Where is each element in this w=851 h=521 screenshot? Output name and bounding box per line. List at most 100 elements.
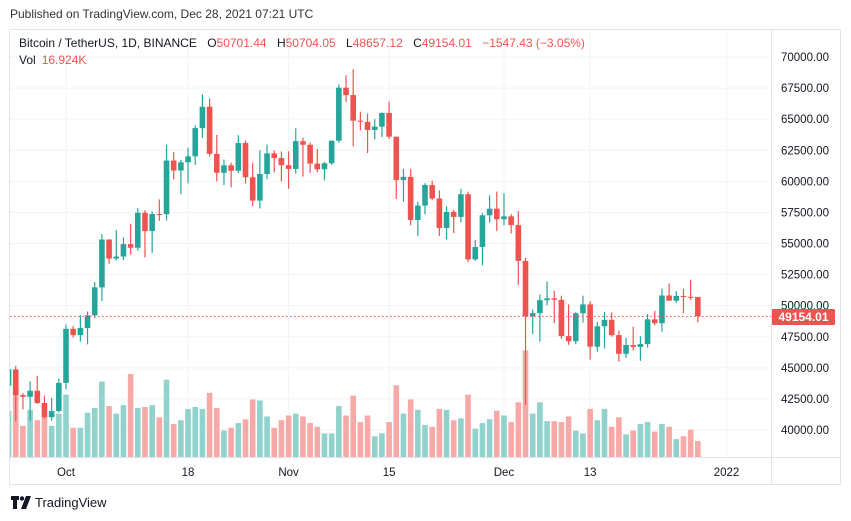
candle-body[interactable]	[242, 143, 249, 178]
candle-body[interactable]	[285, 165, 292, 169]
candle-body[interactable]	[185, 156, 191, 163]
candle-body[interactable]	[551, 298, 558, 300]
candle-body[interactable]	[695, 296, 701, 317]
candle-body[interactable]	[113, 256, 120, 259]
candle-body[interactable]	[407, 176, 414, 221]
volume-label[interactable]: Vol	[19, 53, 36, 67]
candle-body[interactable]	[328, 140, 335, 164]
candle-body[interactable]	[192, 128, 199, 157]
candle-body[interactable]	[515, 225, 522, 261]
candle-body[interactable]	[257, 173, 263, 201]
candle-body[interactable]	[135, 212, 141, 248]
candle-body[interactable]	[6, 369, 12, 386]
candle-body[interactable]	[544, 298, 550, 301]
candle-body[interactable]	[278, 158, 285, 166]
candle-body[interactable]	[70, 328, 76, 336]
candle-body[interactable]	[630, 345, 637, 347]
candle-body[interactable]	[221, 165, 227, 173]
candle-body[interactable]	[580, 304, 586, 314]
candle-body[interactable]	[673, 295, 680, 301]
symbol-title[interactable]: Bitcoin / TetherUS, 1D, BINANCE	[19, 36, 197, 50]
candle-body[interactable]	[443, 211, 450, 228]
candle-body[interactable]	[458, 194, 464, 217]
candle-body[interactable]	[213, 153, 220, 173]
candle-body[interactable]	[163, 160, 170, 215]
candle-body[interactable]	[529, 313, 536, 317]
candle-body[interactable]	[623, 345, 629, 354]
candle-body[interactable]	[271, 153, 278, 159]
candle-body[interactable]	[20, 395, 26, 397]
candle-body[interactable]	[264, 153, 270, 174]
candle-body[interactable]	[77, 328, 84, 336]
candle-body[interactable]	[601, 319, 608, 327]
candle-body[interactable]	[666, 295, 672, 301]
candle-body[interactable]	[472, 246, 479, 260]
candle-body[interactable]	[429, 185, 435, 199]
candle-body[interactable]	[371, 126, 378, 130]
candle-body[interactable]	[637, 344, 644, 347]
candle-body[interactable]	[616, 335, 622, 354]
candle-body[interactable]	[84, 315, 91, 329]
candle-body[interactable]	[142, 212, 148, 232]
candle-body[interactable]	[357, 120, 364, 122]
candle-body[interactable]	[522, 260, 529, 317]
candle-body[interactable]	[587, 304, 593, 347]
candle-body[interactable]	[608, 319, 615, 336]
candle-body[interactable]	[156, 214, 163, 216]
candle-body[interactable]	[379, 112, 385, 127]
candle-body[interactable]	[178, 162, 184, 171]
candle-body[interactable]	[386, 112, 392, 137]
candle-body[interactable]	[687, 296, 694, 298]
candle-body[interactable]	[479, 215, 486, 247]
candle-body[interactable]	[565, 336, 572, 342]
candle-body[interactable]	[494, 208, 500, 220]
candle-body[interactable]	[292, 141, 299, 169]
candle-body[interactable]	[149, 214, 155, 232]
footer-logo[interactable]: TradingView	[11, 495, 107, 510]
candle-body[interactable]	[170, 160, 177, 171]
candle-body[interactable]	[343, 87, 349, 96]
candle-body[interactable]	[300, 141, 306, 145]
candle-body[interactable]	[249, 177, 256, 201]
candle-body[interactable]	[659, 295, 665, 324]
candle-body[interactable]	[558, 299, 565, 337]
candle-body[interactable]	[91, 287, 98, 316]
candle-body[interactable]	[206, 106, 213, 154]
candle-body[interactable]	[501, 216, 507, 220]
candle-body[interactable]	[63, 328, 69, 383]
candle-body[interactable]	[27, 390, 33, 397]
candle-body[interactable]	[644, 319, 651, 345]
candle-body[interactable]	[450, 211, 457, 217]
candle-body[interactable]	[422, 185, 428, 206]
candle-body[interactable]	[120, 244, 127, 257]
candle-body[interactable]	[594, 326, 601, 347]
candle-body[interactable]	[436, 198, 443, 228]
candle-body[interactable]	[41, 403, 48, 418]
candle-body[interactable]	[486, 208, 493, 216]
candle-body[interactable]	[235, 143, 242, 171]
candle-body[interactable]	[508, 216, 514, 226]
candle-body[interactable]	[400, 176, 407, 181]
candle-body[interactable]	[34, 390, 41, 404]
candle-body[interactable]	[307, 144, 313, 164]
candle-body[interactable]	[12, 369, 19, 396]
candle-body[interactable]	[364, 121, 371, 130]
candle-body[interactable]	[56, 382, 62, 412]
candle-body[interactable]	[228, 165, 234, 171]
candle-body[interactable]	[199, 106, 206, 129]
time-axis[interactable]: Oct 18 Nov 15 Dec 13 2022	[57, 467, 739, 479]
candle-body[interactable]	[350, 95, 356, 121]
candle-body[interactable]	[99, 239, 105, 288]
candle-body[interactable]	[321, 163, 328, 170]
candle-body[interactable]	[465, 194, 471, 260]
candle-body[interactable]	[651, 319, 658, 324]
candle-body[interactable]	[127, 244, 134, 248]
candle-body[interactable]	[106, 239, 112, 259]
candle-body[interactable]	[680, 295, 687, 297]
candle-body[interactable]	[48, 411, 55, 418]
candle-body[interactable]	[415, 205, 421, 221]
candle-body[interactable]	[393, 136, 400, 181]
candle-body[interactable]	[537, 300, 543, 314]
candle-body[interactable]	[572, 313, 579, 342]
